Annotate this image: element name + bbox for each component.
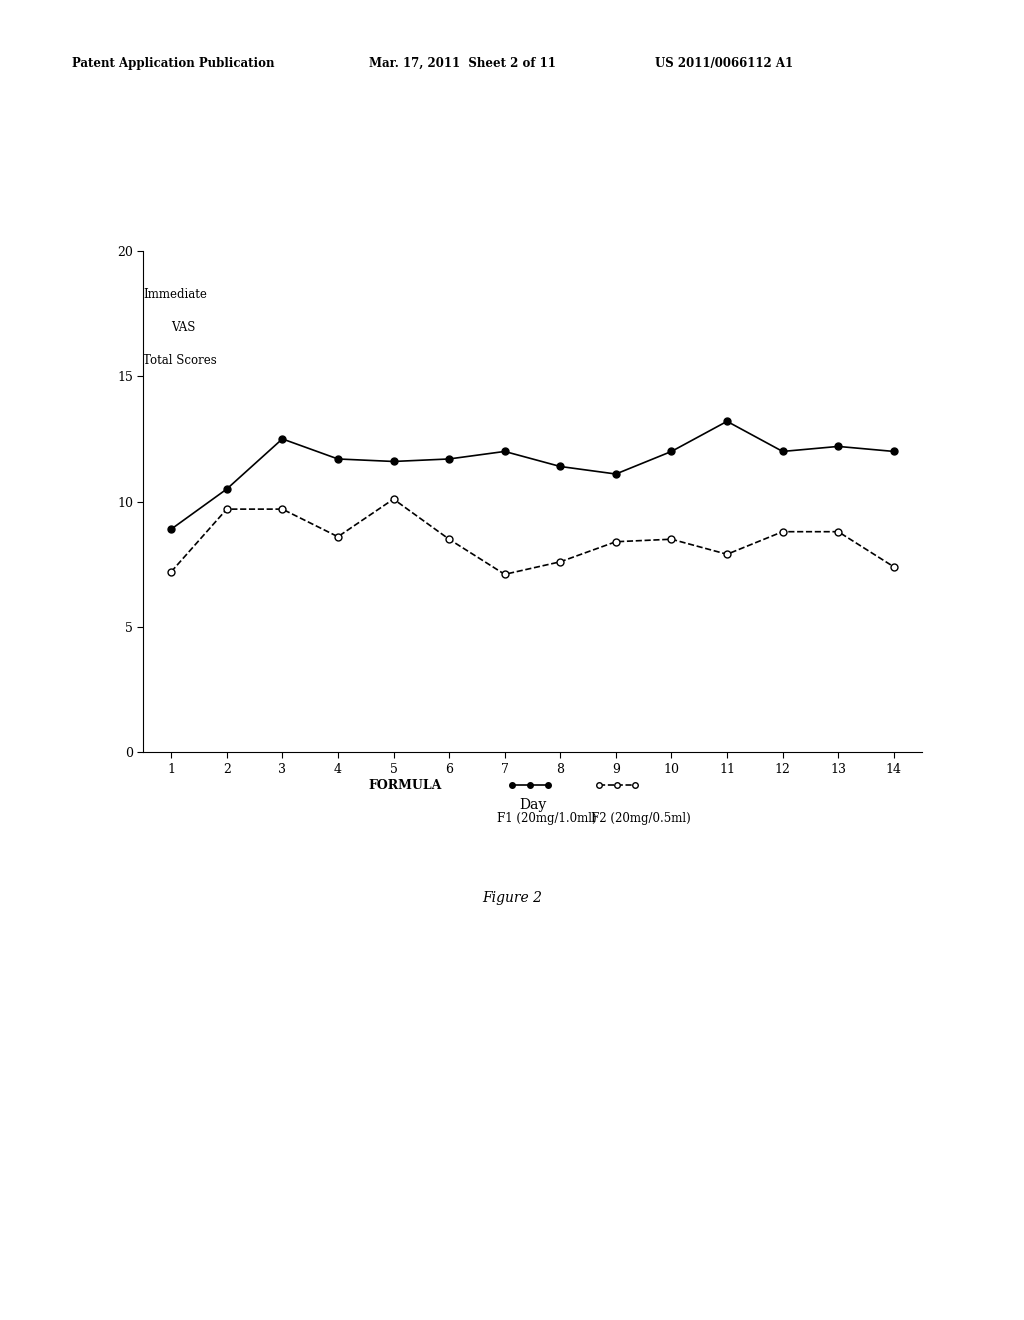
Text: F2 (20mg/0.5ml): F2 (20mg/0.5ml) xyxy=(591,812,690,825)
Text: VAS: VAS xyxy=(171,321,196,334)
Text: Patent Application Publication: Patent Application Publication xyxy=(72,57,274,70)
Text: FORMULA: FORMULA xyxy=(369,779,442,792)
Text: US 2011/0066112 A1: US 2011/0066112 A1 xyxy=(655,57,794,70)
Text: Total Scores: Total Scores xyxy=(143,354,217,367)
Text: F1 (20mg/1.0ml): F1 (20mg/1.0ml) xyxy=(497,812,596,825)
Text: Immediate: Immediate xyxy=(143,289,207,301)
Text: Mar. 17, 2011  Sheet 2 of 11: Mar. 17, 2011 Sheet 2 of 11 xyxy=(369,57,555,70)
X-axis label: Day: Day xyxy=(519,797,546,812)
Text: Figure 2: Figure 2 xyxy=(482,891,542,904)
